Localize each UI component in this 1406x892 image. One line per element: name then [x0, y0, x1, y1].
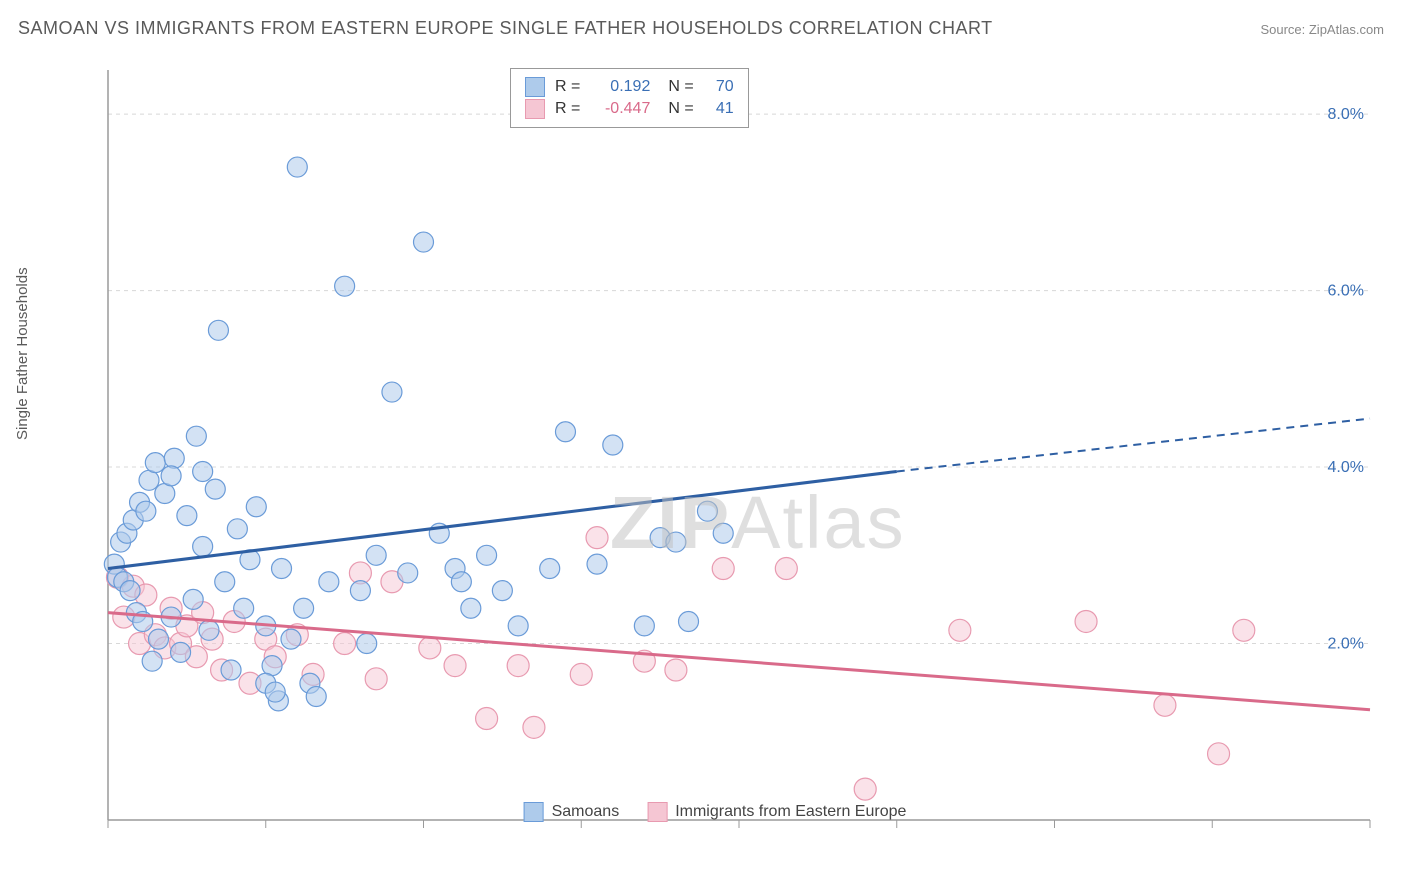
y-axis-label: Single Father Households	[14, 267, 31, 440]
svg-text:4.0%: 4.0%	[1328, 459, 1364, 476]
correlation-legend: R = 0.192 N = 70 R = -0.447 N = 41	[510, 68, 749, 128]
svg-text:2.0%: 2.0%	[1328, 636, 1364, 653]
series-legend: Samoans Immigrants from Eastern Europe	[524, 802, 907, 822]
legend-row: R = 0.192 N = 70	[525, 77, 734, 97]
source-attribution: Source: ZipAtlas.com	[1260, 22, 1384, 37]
legend-swatch	[524, 802, 544, 822]
legend-swatch	[647, 802, 667, 822]
legend-item: Samoans	[524, 802, 620, 822]
n-value: 70	[704, 78, 734, 96]
legend-swatch	[525, 99, 545, 119]
n-label: N =	[668, 78, 693, 96]
r-label: R =	[555, 78, 580, 96]
scatter-plot: 2.0%4.0%6.0%8.0%0.0%40.0%	[50, 60, 1380, 830]
legend-row: R = -0.447 N = 41	[525, 99, 734, 119]
svg-text:8.0%: 8.0%	[1328, 106, 1364, 123]
n-label: N =	[668, 100, 693, 118]
legend-label: Immigrants from Eastern Europe	[675, 803, 906, 821]
legend-item: Immigrants from Eastern Europe	[647, 802, 906, 822]
r-value: -0.447	[590, 100, 650, 118]
svg-text:6.0%: 6.0%	[1328, 283, 1364, 300]
r-value: 0.192	[590, 78, 650, 96]
legend-label: Samoans	[552, 803, 620, 821]
legend-swatch	[525, 77, 545, 97]
chart-area: 2.0%4.0%6.0%8.0%0.0%40.0% ZIPAtlas R =0.…	[50, 60, 1380, 830]
n-value: 41	[704, 100, 734, 118]
r-label: R =	[555, 100, 580, 118]
chart-title: SAMOAN VS IMMIGRANTS FROM EASTERN EUROPE…	[18, 18, 993, 39]
